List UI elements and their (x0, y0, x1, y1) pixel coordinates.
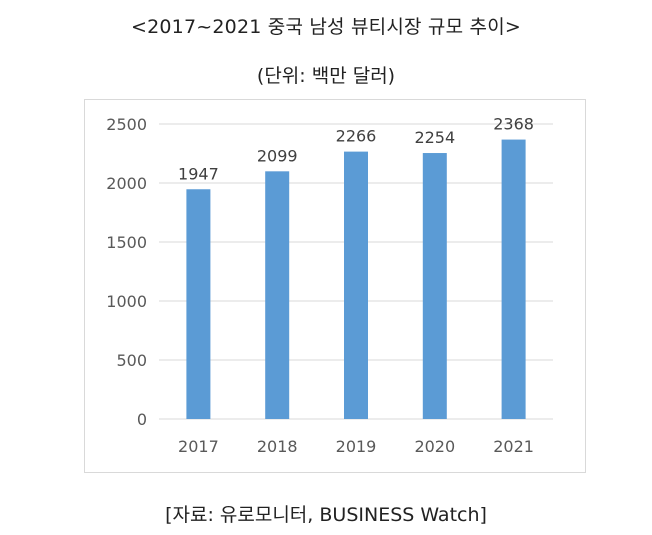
bar-chart: 0 500 1000 1500 2000 2500 1947 2017 2099 2018 2266… (106, 115, 553, 456)
data-label: 2254 (414, 128, 455, 147)
chart-frame: 0 500 1000 1500 2000 2500 1947 2017 2099 2018 2266… (84, 99, 586, 473)
bar (186, 189, 211, 419)
x-tick-label: 2017 (178, 437, 219, 456)
bar (265, 171, 290, 419)
data-label: 2099 (257, 146, 298, 165)
x-tick-label: 2020 (414, 437, 455, 456)
chart-unit-subtitle: (단위: 백만 달러) (256, 65, 396, 87)
data-label: 2266 (336, 127, 377, 146)
bar (501, 139, 526, 420)
y-tick-label: 2500 (106, 115, 147, 134)
data-label: 2368 (493, 115, 534, 134)
x-tick-label: 2019 (336, 437, 377, 456)
y-tick-label: 1000 (106, 292, 147, 311)
x-tick-label: 2021 (493, 437, 534, 456)
bar (422, 153, 447, 419)
y-tick-label: 0 (137, 410, 147, 429)
bar (344, 151, 368, 419)
x-tick-label: 2018 (257, 437, 298, 456)
y-tick-label: 500 (116, 351, 147, 370)
source-caption: [자료: 유로모니터, BUSINESS Watch] (165, 504, 487, 526)
data-label: 1947 (178, 164, 219, 183)
y-tick-label: 1500 (106, 233, 147, 252)
chart-title: <2017~2021 중국 남성 뷰티시장 규모 추이> (130, 16, 522, 38)
y-tick-label: 2000 (106, 174, 147, 193)
